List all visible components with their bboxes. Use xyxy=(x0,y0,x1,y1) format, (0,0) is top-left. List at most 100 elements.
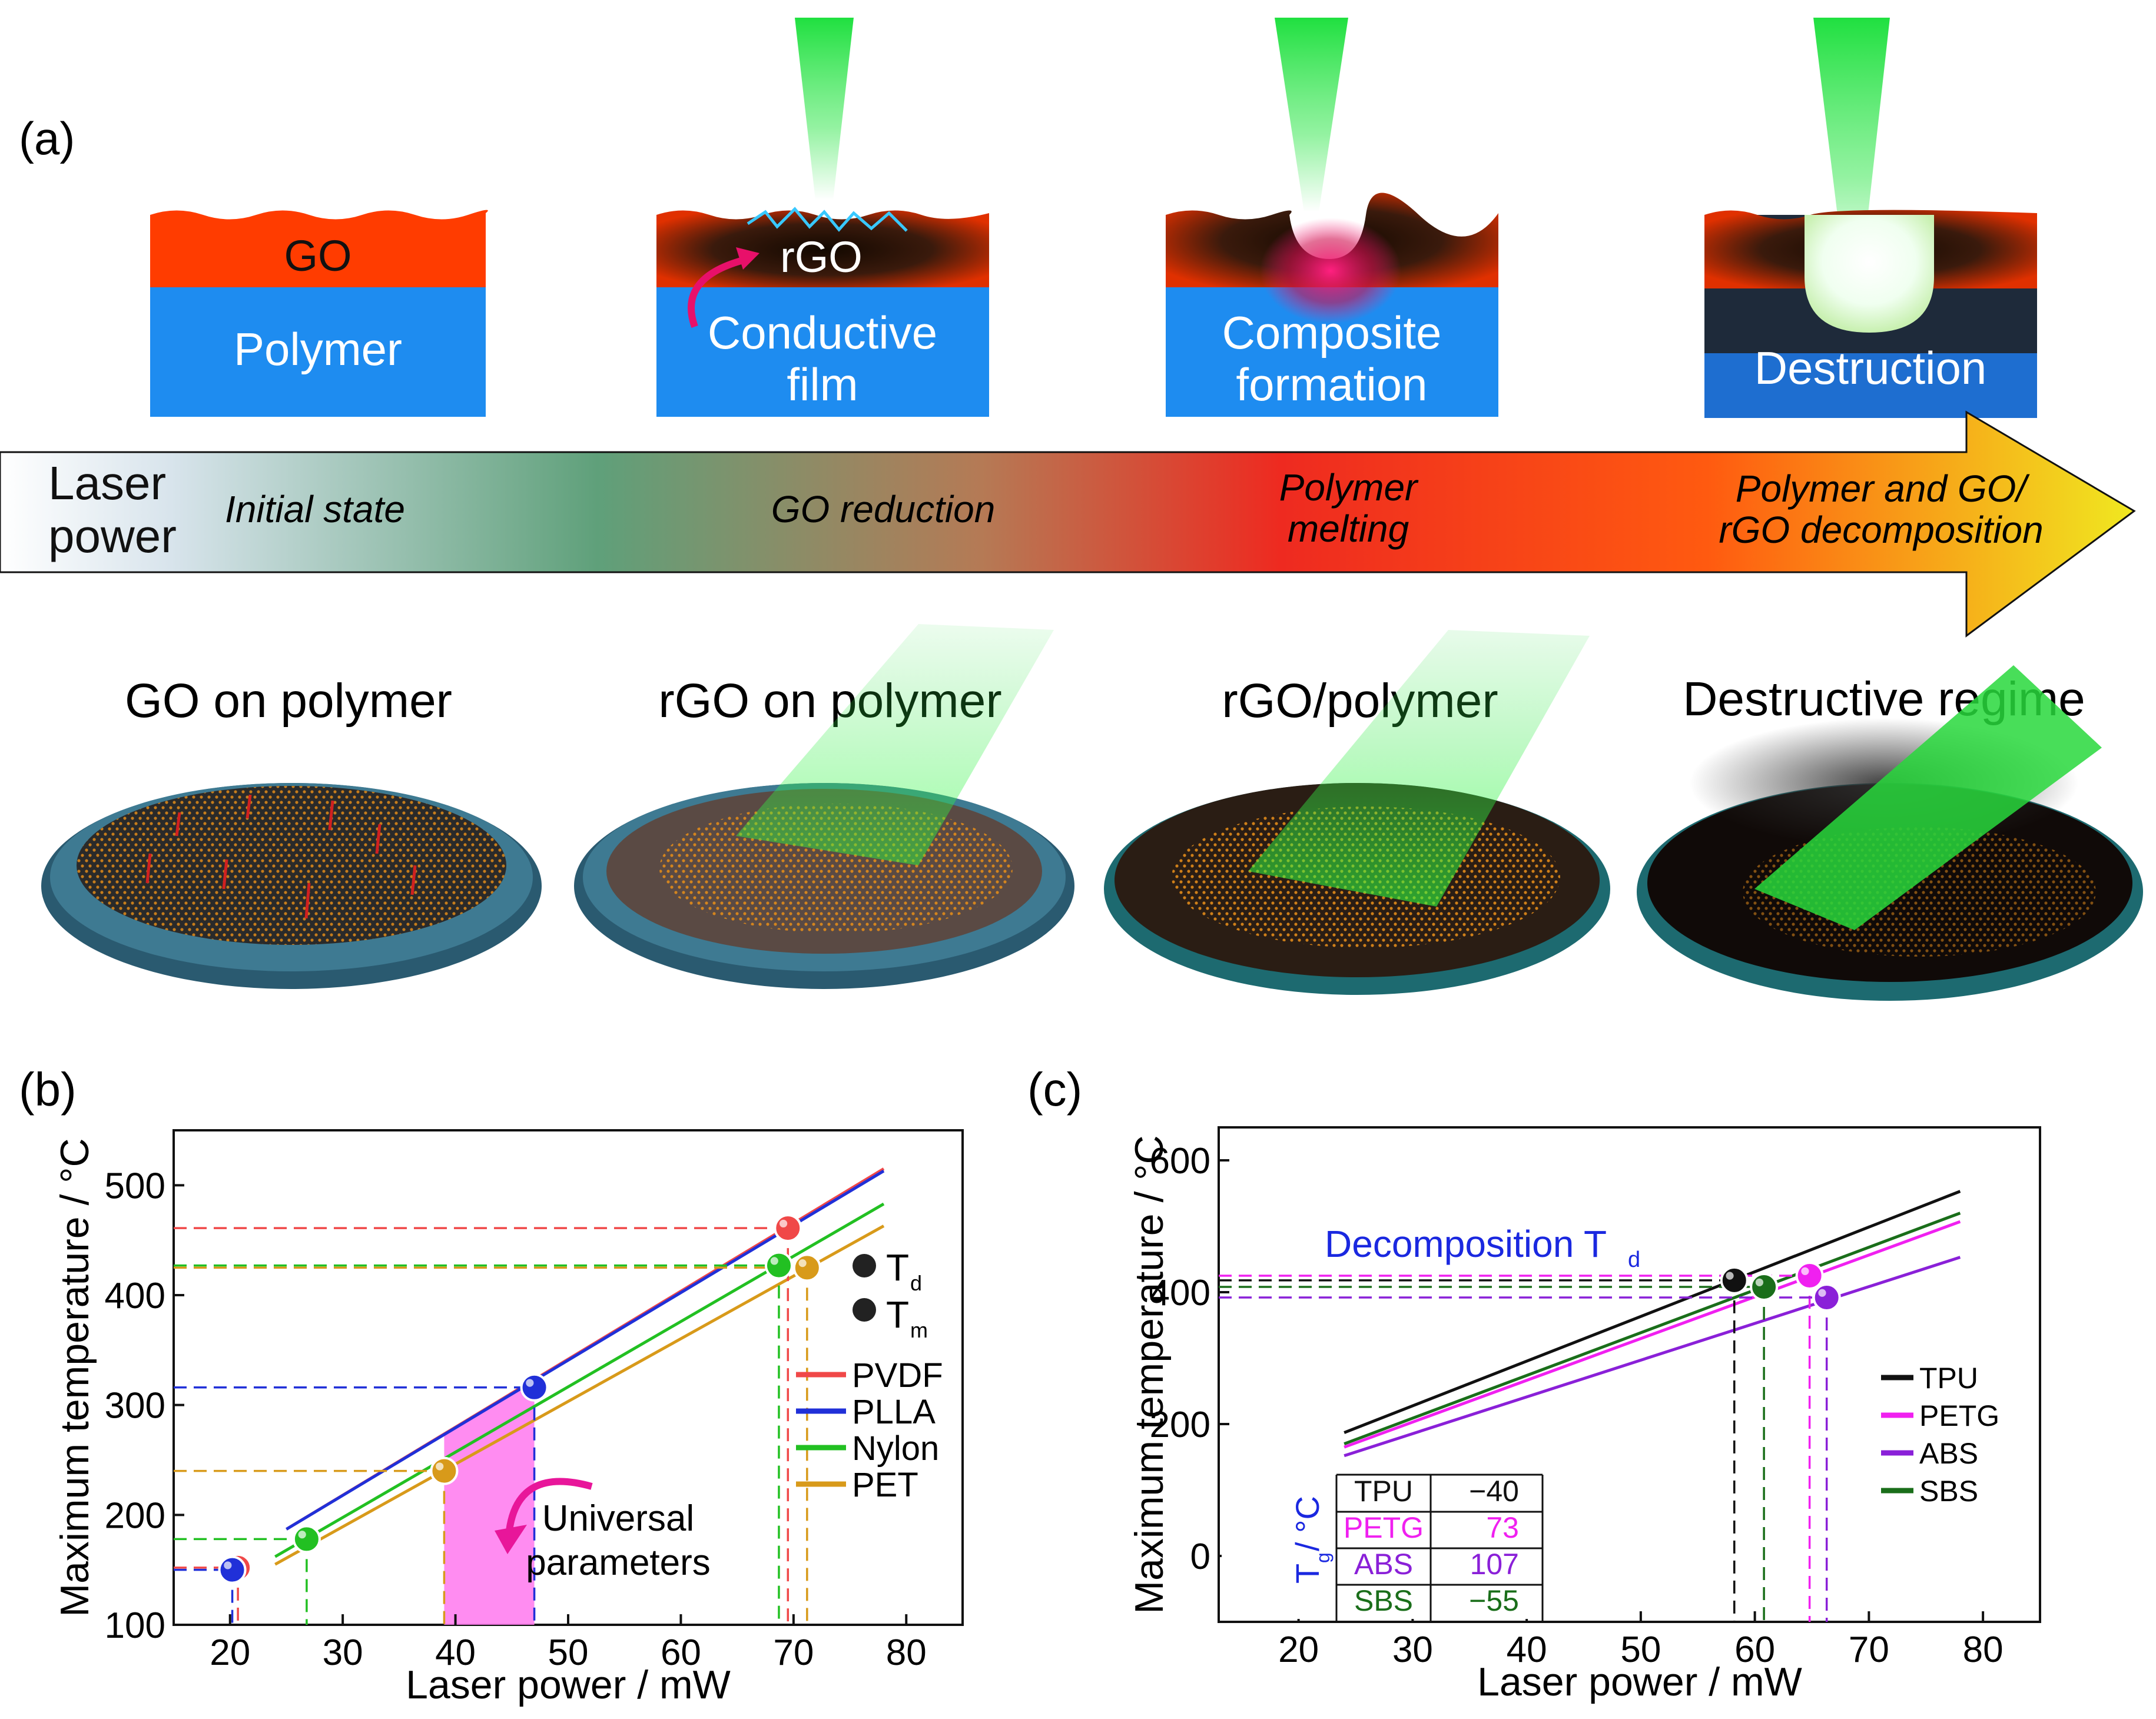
td-marker-legend-icon xyxy=(853,1254,876,1277)
polymer-substrate xyxy=(656,287,989,417)
tg-row-value: −55 xyxy=(1469,1584,1519,1617)
tg-row-name: TPU xyxy=(1354,1475,1413,1508)
y-tick-label: 400 xyxy=(105,1276,165,1316)
decomposition-annotation: Decomposition T xyxy=(1325,1223,1607,1265)
regime-initial-state: Initial state xyxy=(225,488,405,530)
melt-pool xyxy=(1260,218,1401,324)
laser-beam xyxy=(1813,18,1890,283)
polymer-substrate xyxy=(150,287,486,417)
tg-row-name: SBS xyxy=(1354,1584,1413,1617)
marker-petg xyxy=(1795,1262,1824,1290)
universal-arrowhead-icon xyxy=(495,1525,527,1554)
laser-power-arrow: Laser power Initial state GO reduction P… xyxy=(0,410,2136,638)
marker-highlight xyxy=(770,1257,778,1265)
marker-plla xyxy=(520,1373,549,1402)
functional-groups xyxy=(145,794,417,919)
film-label: film xyxy=(787,359,858,410)
stage-destruction: Destruction xyxy=(1704,18,2037,418)
polymer-substrate xyxy=(1704,353,2037,418)
x-tick-label: 40 xyxy=(1507,1630,1547,1670)
regime-decomposition-2: rGO decomposition xyxy=(1719,509,2043,551)
table-bg xyxy=(1222,1472,1545,1619)
go-label: GO xyxy=(284,231,351,280)
marker-plla xyxy=(218,1555,247,1584)
y-tick-label: 400 xyxy=(1150,1273,1210,1313)
regime-polymer-melting-2: melting xyxy=(1288,507,1409,550)
legend-label-sbs: SBS xyxy=(1919,1475,1978,1508)
y-tick-label: 200 xyxy=(1150,1405,1210,1445)
marker-highlight xyxy=(436,1462,444,1471)
stage-conductive-film: rGO Conductive film xyxy=(656,18,989,417)
y-tick-label: 200 xyxy=(105,1495,165,1536)
marker-highlight xyxy=(1818,1289,1826,1297)
tg-row-value: −40 xyxy=(1469,1475,1519,1508)
y-tick-label: 300 xyxy=(105,1386,165,1426)
polymer-label: Polymer xyxy=(234,323,402,375)
y-tick-label: 100 xyxy=(105,1605,165,1646)
marker-tpu xyxy=(1720,1266,1749,1295)
illustration-title-1: GO on polymer xyxy=(125,674,452,728)
tg-row-value: 107 xyxy=(1470,1548,1519,1581)
marker-sbs xyxy=(1750,1273,1779,1302)
x-tick-label: 30 xyxy=(1392,1630,1433,1670)
marker-abs xyxy=(1812,1283,1841,1312)
x-tick-label: 30 xyxy=(323,1632,363,1673)
laser-beam xyxy=(795,18,854,200)
composite-label: Composite xyxy=(1222,307,1442,359)
marker-highlight xyxy=(798,1259,807,1267)
x-tick-label: 70 xyxy=(1849,1630,1889,1670)
laser-label: Laser xyxy=(48,457,166,509)
tg-axis-label: T xyxy=(1289,1564,1326,1584)
legend-label-abs: ABS xyxy=(1919,1437,1978,1470)
marker-pvdf xyxy=(774,1214,802,1243)
tg-row-value: 73 xyxy=(1486,1511,1519,1544)
series-line-tpu xyxy=(1344,1190,1961,1434)
legend-label-plla: PLLA xyxy=(852,1393,936,1431)
disk-go-on-polymer xyxy=(41,783,542,989)
marker-highlight xyxy=(1755,1278,1764,1286)
x-tick-label: 20 xyxy=(210,1632,250,1673)
stage-go-polymer: GO Polymer xyxy=(150,210,488,417)
marker-highlight xyxy=(1801,1267,1809,1275)
panel-c-label: (c) xyxy=(1027,1063,1082,1116)
td-legend-text: T xyxy=(886,1246,909,1289)
series-line-abs xyxy=(1344,1256,1961,1458)
rgo-label: rGO xyxy=(780,233,863,281)
y-axis-label: Maximum temperature / °C xyxy=(1127,1135,1172,1614)
laser-beam xyxy=(1275,18,1348,212)
crater xyxy=(1805,215,1934,333)
decomposition-annotation-sub: d xyxy=(1628,1247,1640,1272)
x-tick-label: 50 xyxy=(548,1632,589,1673)
chart-c: 20 30 40 50 60 70 80 0 200 400 600 Laser power / m… xyxy=(1127,1126,2041,1704)
conversion-arrowhead-icon xyxy=(736,247,759,270)
laser-beam xyxy=(736,624,1054,865)
conversion-arrow-icon xyxy=(688,255,749,328)
go-layer xyxy=(150,210,488,288)
regime-decomposition-1: Polymer and GO/ xyxy=(1736,467,2031,510)
marker-highlight xyxy=(224,1561,232,1569)
series-line-sbs xyxy=(1344,1212,1961,1445)
marker-highlight xyxy=(526,1379,534,1387)
tg-row-name: PETG xyxy=(1344,1511,1424,1544)
x-tick-label: 60 xyxy=(661,1632,701,1673)
y-tick-label: 600 xyxy=(1150,1141,1210,1182)
marker-nylon xyxy=(292,1525,321,1554)
x-tick-label: 40 xyxy=(435,1632,476,1673)
x-tick-label: 80 xyxy=(886,1632,927,1673)
panel-b-label: (b) xyxy=(19,1063,77,1116)
power-label: power xyxy=(48,510,177,562)
marker-pet xyxy=(792,1253,821,1282)
legend-label-petg: PETG xyxy=(1919,1399,1999,1432)
plot-frame xyxy=(1218,1126,2041,1623)
y-tick-label: 500 xyxy=(105,1166,165,1206)
marker-pet xyxy=(430,1456,459,1485)
legend-label-tpu: TPU xyxy=(1919,1362,1978,1395)
td-legend-sub: d xyxy=(910,1271,922,1295)
formation-label: formation xyxy=(1236,359,1427,410)
universal-arrow-icon xyxy=(506,1478,593,1531)
rgo-layer xyxy=(1166,193,1498,288)
tm-legend-text: T xyxy=(886,1293,909,1336)
series-line-pet xyxy=(274,1224,885,1566)
disk-rgo-polymer xyxy=(1104,630,1610,995)
